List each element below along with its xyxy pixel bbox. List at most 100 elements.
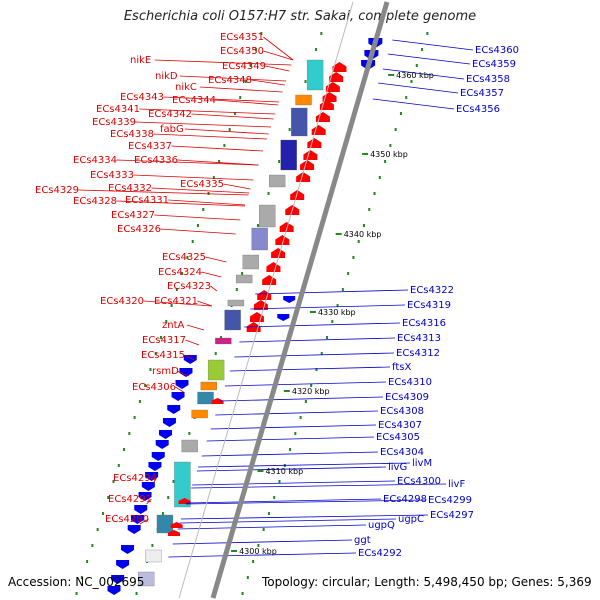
gene-label-ecs4360[interactable]: ECs4360: [475, 45, 519, 56]
gene-label-ecs4319[interactable]: ECs4319: [407, 300, 451, 311]
gene-label-ecs4292[interactable]: ECs4292: [358, 548, 402, 559]
gc-marker: [399, 112, 402, 115]
gene-label-ecs4298[interactable]: ECs4298: [383, 494, 427, 505]
reverse-gene-arrow: [171, 392, 185, 401]
gene-label-livg[interactable]: livG: [388, 462, 407, 473]
reverse-gene-arrow: [277, 314, 290, 321]
gene-label-ecs4315[interactable]: ECs4315: [141, 350, 185, 361]
gene-label-znta[interactable]: zntA: [162, 320, 185, 331]
gene-label-ftsx[interactable]: ftsX: [392, 362, 411, 373]
gene-label-ecs4328[interactable]: ECs4328: [73, 196, 117, 207]
gc-marker: [112, 480, 115, 483]
gene-label-ecs4308[interactable]: ECs4308: [380, 406, 424, 417]
gene-label-ecs4312[interactable]: ECs4312: [396, 348, 440, 359]
gene-label-ecs4307[interactable]: ECs4307: [378, 420, 422, 431]
gene-label-ecs4348[interactable]: ECs4348: [208, 75, 252, 86]
gene-label-ecs4349[interactable]: ECs4349: [222, 61, 266, 72]
forward-gene-arrow: [168, 530, 180, 536]
reverse-gene-arrow: [121, 545, 135, 554]
kbp-tick-label: 4320 kbp: [292, 387, 330, 396]
gene-label-livm[interactable]: livM: [412, 458, 432, 469]
gene-label-ecs4357[interactable]: ECs4357: [460, 88, 504, 99]
leader-line: [250, 304, 406, 310]
gc-marker: [278, 480, 281, 483]
gene-label-ecs4290[interactable]: ECs4290: [105, 514, 149, 525]
gene-label-ecs4320[interactable]: ECs4320: [100, 296, 144, 307]
gene-label-ecs4300[interactable]: ECs4300: [397, 476, 441, 487]
leader-line: [176, 370, 189, 377]
gc-marker: [91, 544, 94, 547]
forward-gene-arrow: [315, 112, 330, 122]
gene-label-ecs4313[interactable]: ECs4313: [397, 333, 441, 344]
gene-label-nikd[interactable]: nikD: [155, 71, 178, 82]
reverse-gene-arrow: [141, 482, 155, 491]
gene-label-ecs4317[interactable]: ECs4317: [142, 335, 186, 346]
gene-label-ecs4297[interactable]: ECs4297: [430, 510, 474, 521]
gene-block: [227, 299, 245, 307]
gene-label-ugpq[interactable]: ugpQ: [368, 520, 395, 531]
gc-marker: [331, 320, 334, 323]
gene-label-ecs4326[interactable]: ECs4326: [117, 224, 161, 235]
gene-label-ecs4336[interactable]: ECs4336: [134, 155, 178, 166]
gene-label-ecs4332[interactable]: ECs4332: [108, 183, 152, 194]
gene-label-ecs4344[interactable]: ECs4344: [172, 95, 216, 106]
gene-label-ecs4339[interactable]: ECs4339: [92, 117, 136, 128]
gene-label-ecs4305[interactable]: ECs4305: [376, 432, 420, 443]
gene-label-ecs4350[interactable]: ECs4350: [220, 46, 264, 57]
gene-label-ecs4294[interactable]: ECs4294: [113, 473, 157, 484]
gc-marker: [384, 160, 387, 163]
gene-label-ggt[interactable]: ggt: [354, 535, 371, 546]
gene-label-ecs4323[interactable]: ECs4323: [167, 281, 211, 292]
gene-label-ecs4356[interactable]: ECs4356: [456, 104, 500, 115]
gc-marker: [160, 336, 163, 339]
gene-label-ecs4334[interactable]: ECs4334: [73, 155, 117, 166]
gene-label-ecs4321[interactable]: ECs4321: [154, 296, 198, 307]
gene-label-ecs4343[interactable]: ECs4343: [120, 92, 164, 103]
gene-label-ecs4329[interactable]: ECs4329: [35, 185, 79, 196]
gc-marker: [149, 368, 152, 371]
forward-gene-arrow: [300, 160, 315, 170]
gene-label-nike[interactable]: nikE: [130, 55, 151, 66]
leader-line: [206, 436, 375, 442]
gene-block: [207, 359, 225, 381]
gene-label-ugpc[interactable]: ugpC: [398, 514, 424, 525]
gene-label-ecs4337[interactable]: ECs4337: [128, 141, 172, 152]
gene-label-ecs4325[interactable]: ECs4325: [162, 252, 206, 263]
gene-label-ecs4351[interactable]: ECs4351: [220, 32, 264, 43]
gene-label-ecs4327[interactable]: ECs4327: [111, 210, 155, 221]
gene-label-ecs4316[interactable]: ECs4316: [402, 318, 446, 329]
gene-label-ecs4335[interactable]: ECs4335: [180, 179, 224, 190]
gene-label-rsmd[interactable]: rsmD: [152, 366, 179, 377]
leader-line: [219, 396, 384, 402]
gene-label-ecs4291[interactable]: ECs4291: [108, 494, 152, 505]
gene-block: [280, 139, 297, 171]
gene-label-ecs4359[interactable]: ECs4359: [472, 59, 516, 70]
gene-label-ecs4324[interactable]: ECs4324: [158, 267, 202, 278]
gene-label-ecs4341[interactable]: ECs4341: [96, 104, 140, 115]
gene-label-ecs4342[interactable]: ECs4342: [148, 109, 192, 120]
gc-marker: [202, 208, 205, 211]
gene-label-ecs4309[interactable]: ECs4309: [385, 392, 429, 403]
genome-summary: Topology: circular; Length: 5,498,450 bp…: [262, 575, 592, 589]
gene-block: [145, 549, 162, 563]
gene-label-ecs4322[interactable]: ECs4322: [410, 285, 454, 296]
gene-label-ecs4338[interactable]: ECs4338: [110, 129, 154, 140]
gene-label-ecs4331[interactable]: ECs4331: [125, 195, 169, 206]
gc-marker: [405, 96, 408, 99]
leader-line: [372, 98, 455, 110]
gene-label-nikc[interactable]: nikC: [175, 82, 197, 93]
reverse-gene-arrow: [179, 368, 193, 377]
gene-label-livf[interactable]: livF: [448, 479, 465, 490]
gene-label-ecs4299[interactable]: ECs4299: [428, 495, 472, 506]
gene-label-ecs4358[interactable]: ECs4358: [466, 74, 510, 85]
gene-label-ecs4310[interactable]: ECs4310: [388, 377, 432, 388]
leader-line: [172, 539, 353, 545]
gene-label-ecs4306[interactable]: ECs4306: [132, 382, 176, 393]
gene-label-ecs4304[interactable]: ECs4304: [380, 447, 424, 458]
reverse-gene-arrow: [130, 515, 144, 524]
gene-label-ecs4333[interactable]: ECs4333: [90, 170, 134, 181]
gene-label-fabg[interactable]: fabG: [160, 124, 184, 135]
reverse-gene-arrow: [283, 296, 296, 303]
